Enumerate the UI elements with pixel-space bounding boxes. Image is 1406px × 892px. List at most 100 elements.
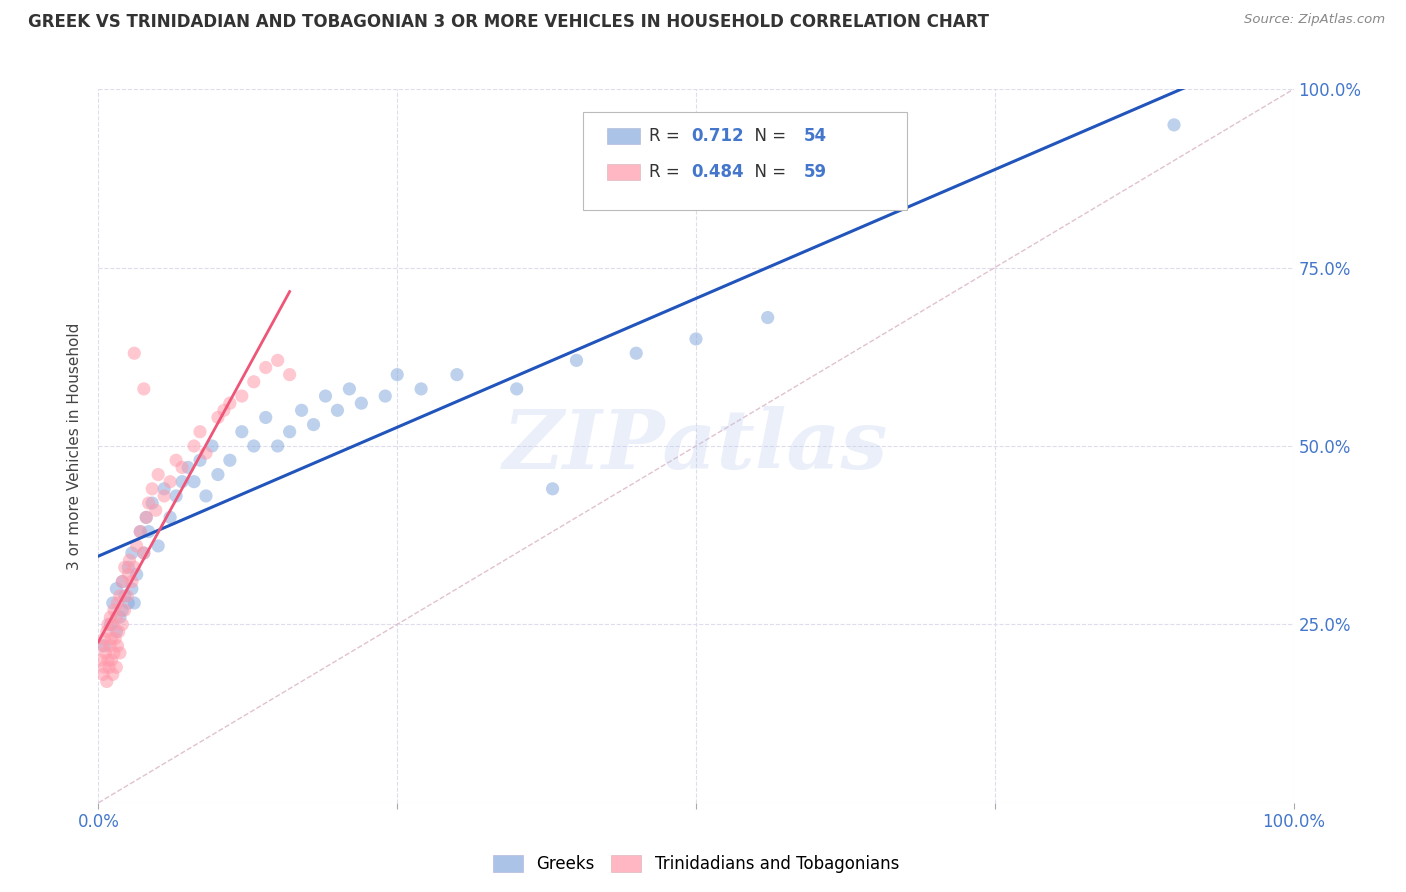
Point xyxy=(124,560,146,574)
Point xyxy=(124,596,146,610)
Point xyxy=(165,453,187,467)
Legend: Greeks, Trinidadians and Tobagonians: Greeks, Trinidadians and Tobagonians xyxy=(486,848,905,880)
Point xyxy=(105,610,128,624)
Point xyxy=(93,632,115,646)
Point xyxy=(97,617,120,632)
Point xyxy=(188,425,211,439)
Point xyxy=(267,353,290,368)
Point xyxy=(108,589,131,603)
Point xyxy=(172,460,194,475)
Point xyxy=(124,346,146,360)
Point xyxy=(446,368,468,382)
Text: N =: N = xyxy=(744,127,792,145)
Point xyxy=(114,560,136,574)
Point xyxy=(101,596,124,610)
Point xyxy=(165,489,187,503)
Point xyxy=(207,410,229,425)
Point xyxy=(111,574,134,589)
Point xyxy=(91,639,114,653)
Y-axis label: 3 or more Vehicles in Household: 3 or more Vehicles in Household xyxy=(67,322,83,570)
Point xyxy=(153,489,176,503)
Text: N =: N = xyxy=(744,163,792,181)
Point xyxy=(129,524,152,539)
Point xyxy=(117,560,139,574)
Point xyxy=(125,567,148,582)
Point xyxy=(98,639,122,653)
Point xyxy=(117,596,139,610)
Point xyxy=(125,539,148,553)
Point xyxy=(138,496,160,510)
Point xyxy=(177,460,200,475)
Point xyxy=(385,368,409,382)
Point xyxy=(115,589,138,603)
Point xyxy=(97,653,120,667)
Text: R =: R = xyxy=(648,163,685,181)
Point xyxy=(121,546,143,560)
Point xyxy=(111,603,134,617)
Point xyxy=(114,603,136,617)
Point xyxy=(111,617,134,632)
Point xyxy=(148,467,170,482)
Point xyxy=(111,574,134,589)
Point xyxy=(1163,118,1185,132)
Point xyxy=(231,425,253,439)
Point xyxy=(135,510,157,524)
Point xyxy=(291,403,314,417)
Point xyxy=(194,446,218,460)
Text: 54: 54 xyxy=(803,127,827,145)
Point xyxy=(159,510,181,524)
Point xyxy=(107,624,129,639)
Point xyxy=(339,382,360,396)
Point xyxy=(132,382,155,396)
Point xyxy=(153,482,176,496)
Point xyxy=(104,632,127,646)
Point xyxy=(105,624,128,639)
Point xyxy=(685,332,707,346)
Point xyxy=(243,375,266,389)
Text: R =: R = xyxy=(648,127,685,145)
Point xyxy=(565,353,588,368)
Point xyxy=(188,453,211,467)
Point xyxy=(103,603,125,617)
Point xyxy=(302,417,325,432)
Point xyxy=(129,524,152,539)
Text: 59: 59 xyxy=(803,163,827,181)
Point xyxy=(201,439,224,453)
Point xyxy=(172,475,194,489)
Point xyxy=(94,646,117,660)
Point xyxy=(121,574,143,589)
Point xyxy=(118,553,141,567)
Point xyxy=(626,346,648,360)
Point xyxy=(145,503,167,517)
Point xyxy=(90,653,112,667)
Point xyxy=(541,482,564,496)
Point xyxy=(103,646,125,660)
Text: 0.484: 0.484 xyxy=(690,163,744,181)
Point xyxy=(132,546,155,560)
Point xyxy=(374,389,396,403)
Point xyxy=(96,674,118,689)
Point xyxy=(93,639,115,653)
Point xyxy=(100,632,122,646)
Point xyxy=(231,389,253,403)
Point xyxy=(121,582,143,596)
Point xyxy=(243,439,266,453)
Point xyxy=(183,439,205,453)
Text: 0.712: 0.712 xyxy=(690,127,744,145)
Point xyxy=(350,396,373,410)
Point xyxy=(96,624,118,639)
Point xyxy=(108,646,131,660)
Point xyxy=(141,496,163,510)
Point xyxy=(100,653,122,667)
Point xyxy=(101,667,124,681)
Point xyxy=(108,610,131,624)
Point xyxy=(105,582,128,596)
Point xyxy=(101,617,124,632)
Point xyxy=(411,382,433,396)
Point xyxy=(135,510,157,524)
Point xyxy=(219,453,242,467)
Point xyxy=(98,610,122,624)
Point xyxy=(278,425,301,439)
Point xyxy=(207,467,229,482)
Point xyxy=(219,396,242,410)
